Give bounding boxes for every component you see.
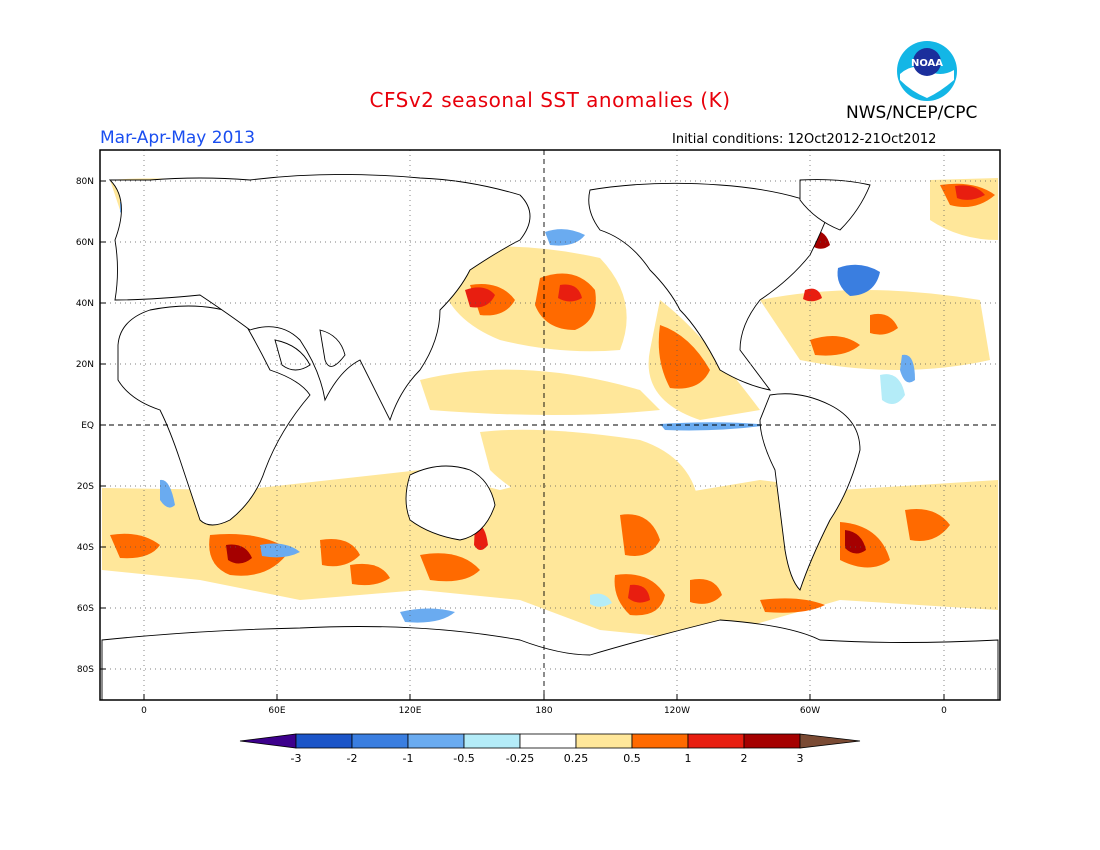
australia-outline (405, 465, 496, 541)
colorbar-label: -3 (291, 752, 302, 765)
lat-label: EQ (81, 421, 94, 431)
lat-label: 60N (76, 238, 94, 248)
lat-label: 20N (76, 360, 94, 370)
south-america-outline (759, 393, 861, 591)
colorbar-label: 3 (797, 752, 804, 765)
colorbar-label: -1 (403, 752, 414, 765)
coastlines (101, 173, 999, 701)
gridlines (100, 150, 1000, 700)
antarctica-outline (101, 619, 999, 701)
longitude-labels: 0 60E 120E 180 120W 60W 0 (141, 706, 947, 716)
colorbar-segment (463, 733, 521, 749)
lat-label: 60S (77, 604, 94, 614)
lon-label: 180 (535, 706, 552, 716)
colorbar (239, 733, 861, 749)
lon-label: 60E (268, 706, 285, 716)
colorbar-segment (687, 733, 745, 749)
colorbar-label: 0.5 (623, 752, 641, 765)
lon-label: 120E (399, 706, 422, 716)
latitude-labels: 80N 60N 40N 20N EQ 20S 40S 60S 80S (76, 177, 94, 675)
lat-label: 40N (76, 299, 94, 309)
colorbar-label: 0.25 (564, 752, 589, 765)
africa-outline (117, 305, 311, 526)
colorbar-label: -0.5 (453, 752, 474, 765)
colorbar-segment (407, 733, 465, 749)
colorbar-segment (631, 733, 689, 749)
eurasia-outline (108, 173, 531, 422)
organization-label: NWS/NCEP/CPC (846, 103, 978, 123)
lon-label: 0 (941, 706, 947, 716)
initial-conditions-label: Initial conditions: 12Oct2012-21Oct2012 (672, 132, 937, 147)
colorbar-label: 2 (741, 752, 748, 765)
colorbar-label: -2 (347, 752, 358, 765)
colorbar-label: 1 (685, 752, 692, 765)
colorbar-labels: -3 -2 -1 -0.5 -0.25 0.25 0.5 1 2 3 (291, 752, 804, 765)
season-label: Mar-Apr-May 2013 (100, 128, 256, 148)
lon-label: 0 (141, 706, 147, 716)
colorbar-segment (743, 733, 801, 749)
noaa-logo: NOAA (897, 41, 957, 101)
logo-text: NOAA (911, 58, 943, 69)
lon-label: 120W (664, 706, 690, 716)
colorbar-label: -0.25 (506, 752, 534, 765)
map-title: CFSv2 seasonal SST anomalies (K) (369, 88, 731, 112)
colorbar-segment (295, 733, 353, 749)
colorbar-segment (799, 733, 861, 749)
lon-label: 60W (800, 706, 820, 716)
lat-label: 80N (76, 177, 94, 187)
lat-label: 20S (77, 482, 94, 492)
lat-label: 40S (77, 543, 94, 553)
colorbar-segment (575, 733, 633, 749)
colorbar-segment (351, 733, 409, 749)
north-america-outline (588, 182, 831, 391)
colorbar-segment (239, 733, 297, 749)
colorbar-segment (519, 733, 577, 749)
lat-label: 80S (77, 665, 94, 675)
